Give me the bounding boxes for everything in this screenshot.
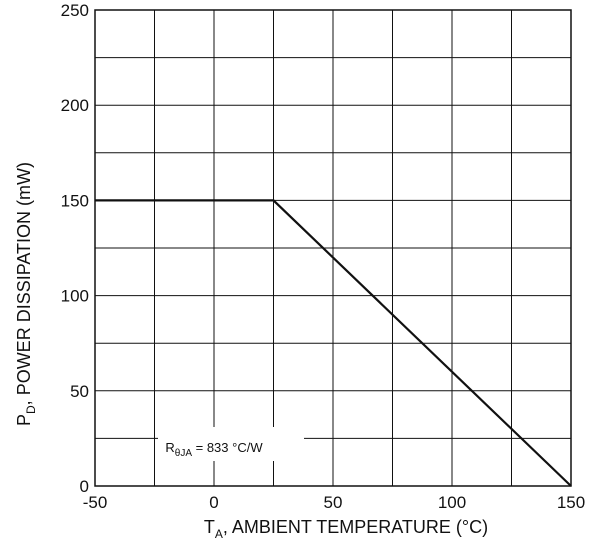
y-axis-label: PD, POWER DISSIPATION (mW) [14,162,38,426]
annotation-background [158,427,304,461]
x-tick-label: 100 [438,493,466,512]
y-tick-label: 200 [61,96,89,115]
x-tick-label: 0 [209,493,218,512]
power-dissipation-line [95,199,572,487]
y-tick-label: 50 [70,382,89,401]
y-tick-label: 150 [61,191,89,210]
x-axis-label: TA, AMBIENT TEMPERATURE (°C) [204,517,488,541]
y-tick-label: 250 [61,1,89,20]
x-tick-label: 50 [324,493,343,512]
y-tick-label: 0 [80,477,89,496]
grid [95,10,571,486]
x-tick-label: 150 [557,493,585,512]
x-tick-label: -50 [83,493,108,512]
thermal-resistance-annotation: RθJA = 833 °C/W [165,440,263,459]
plot-frame [94,9,572,487]
y-tick-label: 100 [61,287,89,306]
series [95,199,572,487]
